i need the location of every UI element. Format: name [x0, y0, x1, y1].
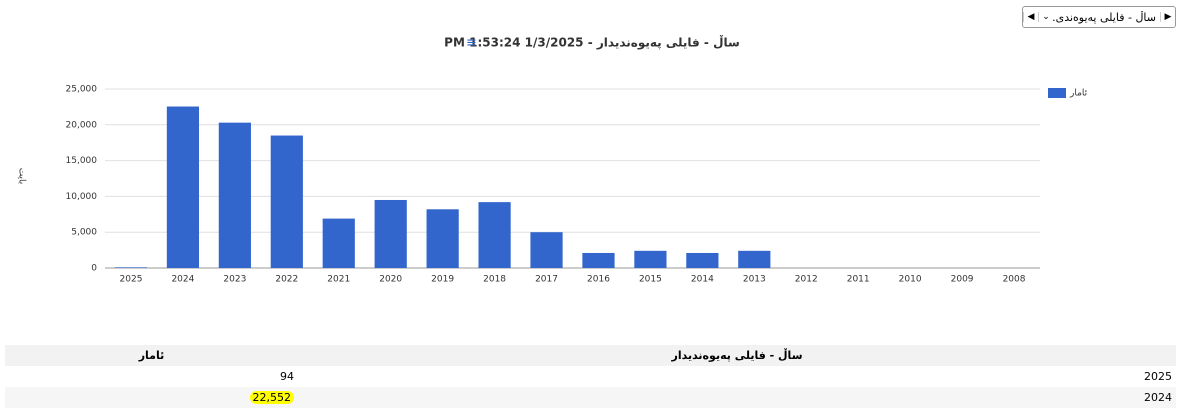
data-table: ئامار ساڵ - فایلی پەیوەندیدار 94 2025 22,5… [5, 345, 1176, 408]
y-tick-label: 0 [91, 264, 97, 274]
x-tick-label: 2012 [795, 275, 818, 285]
x-tick-label: 2019 [431, 275, 454, 285]
x-tick-label: 2025 [120, 275, 143, 285]
dropdown-text: ساڵ - فایلی پەیوەندی.. [1053, 10, 1156, 24]
x-tick-label: 2008 [1003, 275, 1026, 285]
prev-button[interactable]: ◀ [1023, 12, 1038, 22]
chart: ساڵ - فایلی پەیوەندیدار - 1/3/2025 1:53:… [17, 35, 1088, 285]
y-axis-label: بایت [17, 168, 27, 185]
x-tick-label: 2011 [847, 275, 870, 285]
bar [478, 202, 511, 268]
bar [374, 199, 407, 268]
bar [218, 122, 251, 268]
open-button[interactable]: ⌄ [1038, 12, 1053, 22]
x-tick-label: 2020 [379, 275, 402, 285]
x-tick-label: 2023 [223, 275, 246, 285]
x-tick-label: 2016 [587, 275, 610, 285]
chart-title: ساڵ - فایلی پەیوەندیدار - 1/3/2025 1:53:… [444, 35, 740, 51]
x-tick-label: 2013 [743, 275, 766, 285]
cell: 2025 [1144, 370, 1172, 383]
y-tick-label: 25,000 [66, 85, 98, 95]
y-tick-label: 5,000 [71, 228, 97, 238]
x-tick-label: 2018 [483, 275, 506, 285]
legend-label: ئامار [1069, 89, 1088, 99]
x-tick-label: 2024 [171, 275, 194, 285]
bar [530, 232, 563, 268]
bar [582, 252, 615, 268]
x-tick-label: 2021 [327, 275, 350, 285]
header-cell: ئامار [5, 345, 298, 366]
x-tick-label: 2022 [275, 275, 298, 285]
menu-icon[interactable]: ≡ [466, 36, 477, 51]
next-button[interactable]: ▶ [1160, 12, 1175, 22]
cell: 94 [280, 370, 294, 383]
y-tick-label: 20,000 [66, 120, 98, 130]
header-cell: ساڵ - فایلی پەیوەندیدار [298, 345, 1176, 366]
x-tick-label: 2014 [691, 275, 714, 285]
y-tick-label: 15,000 [66, 156, 98, 166]
x-tick-label: 2009 [951, 275, 974, 285]
bar [738, 250, 771, 268]
cell: 22,552 [5, 387, 298, 408]
x-tick-label: 2010 [899, 275, 922, 285]
bar [634, 250, 667, 268]
dropdown[interactable]: ◀ ⌄ ساڵ - فایلی پەیوەندی.. ▶ [1022, 6, 1176, 28]
bar [322, 218, 355, 268]
bar [114, 267, 148, 268]
highlighted-cell: 22,552 [249, 391, 294, 404]
x-tick-label: 2015 [639, 275, 662, 285]
bar [166, 106, 200, 268]
bar [426, 209, 459, 268]
bar [686, 252, 719, 268]
y-tick-label: 10,000 [66, 192, 98, 202]
cell: 2024 [298, 387, 1176, 408]
x-tick-label: 2017 [535, 275, 558, 285]
bar [270, 135, 303, 268]
legend-swatch [1048, 88, 1066, 98]
